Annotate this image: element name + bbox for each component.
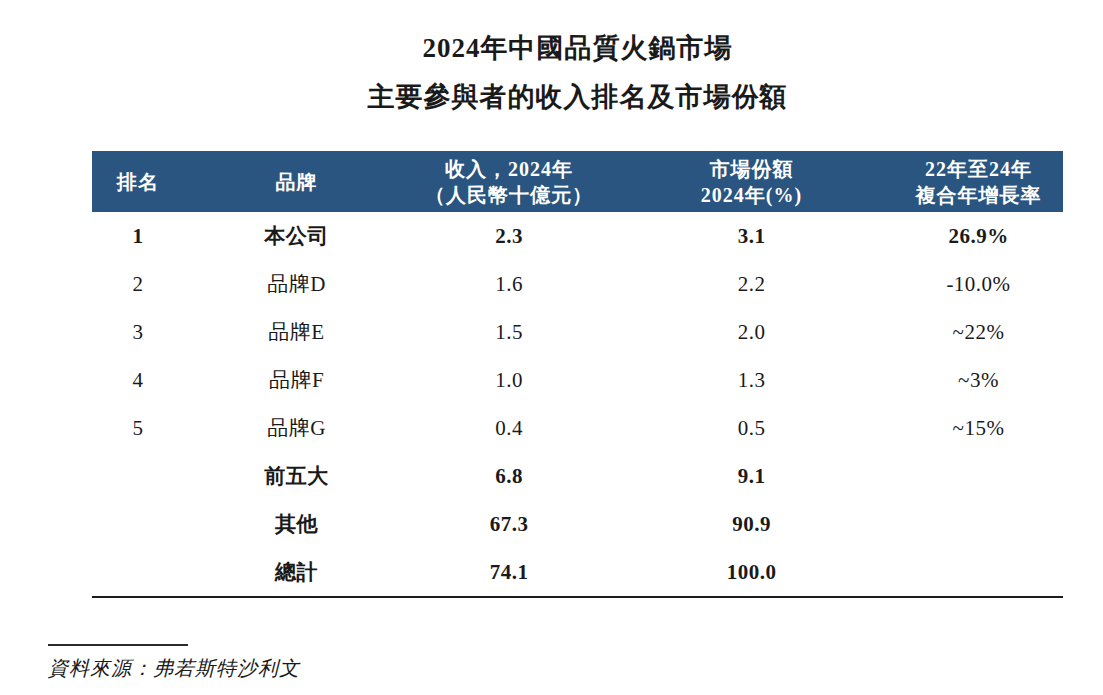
table-row-brand-d: 2 品牌D 1.6 2.2 -10.0% xyxy=(92,260,1063,308)
cell-revenue: 1.5 xyxy=(409,308,609,356)
cell-cagr: -10.0% xyxy=(894,260,1063,308)
cell-market-share: 9.1 xyxy=(609,452,894,500)
cell-cagr: ~22% xyxy=(894,308,1063,356)
cell-market-share: 2.2 xyxy=(609,260,894,308)
cell-revenue: 1.6 xyxy=(409,260,609,308)
cell-rank: 3 xyxy=(92,308,184,356)
column-header-line: 複合年增長率 xyxy=(894,182,1063,208)
cell-market-share: 90.9 xyxy=(609,500,894,548)
table-row-top-five: 前五大 6.8 9.1 xyxy=(92,452,1063,500)
cell-rank: 5 xyxy=(92,404,184,452)
cell-cagr: ~3% xyxy=(894,356,1063,404)
column-header-line: 排名 xyxy=(92,169,184,195)
cell-cagr xyxy=(894,500,1063,548)
source-note: 資料來源：弗若斯特沙利文 xyxy=(48,644,1103,682)
cell-brand: 品牌E xyxy=(184,308,409,356)
column-header-line: 22年至24年 xyxy=(894,156,1063,182)
prospectus-table-page: 2024年中國品質火鍋市場 主要參與者的收入排名及市場份額 排名 品牌 收入，2… xyxy=(0,24,1103,682)
cell-rank: 1 xyxy=(92,212,184,260)
cell-rank xyxy=(92,548,184,597)
table-header-row: 排名 品牌 收入，2024年（人民幣十億元） 市場份額2024年(%) 22年至… xyxy=(92,151,1063,212)
table-row-brand-e: 3 品牌E 1.5 2.0 ~22% xyxy=(92,308,1063,356)
column-header-line: （人民幣十億元） xyxy=(409,182,609,208)
column-header-cagr: 22年至24年複合年增長率 xyxy=(894,151,1063,212)
title-line-1: 2024年中國品質火鍋市場 xyxy=(92,24,1063,73)
column-header-market-share: 市場份額2024年(%) xyxy=(609,151,894,212)
cell-market-share: 0.5 xyxy=(609,404,894,452)
cell-revenue: 6.8 xyxy=(409,452,609,500)
cell-market-share: 2.0 xyxy=(609,308,894,356)
cell-brand: 品牌F xyxy=(184,356,409,404)
cell-rank: 2 xyxy=(92,260,184,308)
cell-rank xyxy=(92,500,184,548)
table-row-company: 1 本公司 2.3 3.1 26.9% xyxy=(92,212,1063,260)
cell-revenue: 1.0 xyxy=(409,356,609,404)
cell-revenue: 67.3 xyxy=(409,500,609,548)
cell-revenue: 0.4 xyxy=(409,404,609,452)
source-text: 資料來源：弗若斯特沙利文 xyxy=(48,655,1103,682)
cell-brand: 本公司 xyxy=(184,212,409,260)
cell-brand: 總計 xyxy=(184,548,409,597)
column-header-line: 市場份額 xyxy=(609,156,894,182)
table-row-total: 總計 74.1 100.0 xyxy=(92,548,1063,597)
cell-revenue: 74.1 xyxy=(409,548,609,597)
page-title: 2024年中國品質火鍋市場 主要參與者的收入排名及市場份額 xyxy=(92,24,1063,122)
cell-rank xyxy=(92,452,184,500)
cell-cagr: ~15% xyxy=(894,404,1063,452)
cell-brand: 前五大 xyxy=(184,452,409,500)
cell-revenue: 2.3 xyxy=(409,212,609,260)
table-row-brand-g: 5 品牌G 0.4 0.5 ~15% xyxy=(92,404,1063,452)
column-header-brand: 品牌 xyxy=(184,151,409,212)
title-line-2: 主要參與者的收入排名及市場份額 xyxy=(92,73,1063,122)
cell-brand: 品牌D xyxy=(184,260,409,308)
column-header-revenue: 收入，2024年（人民幣十億元） xyxy=(409,151,609,212)
cell-cagr xyxy=(894,452,1063,500)
cell-market-share: 3.1 xyxy=(609,212,894,260)
source-divider-line xyxy=(48,644,188,646)
cell-rank: 4 xyxy=(92,356,184,404)
table-row-others: 其他 67.3 90.9 xyxy=(92,500,1063,548)
market-ranking-table: 排名 品牌 收入，2024年（人民幣十億元） 市場份額2024年(%) 22年至… xyxy=(92,151,1063,598)
cell-market-share: 1.3 xyxy=(609,356,894,404)
column-header-rank: 排名 xyxy=(92,151,184,212)
cell-brand: 品牌G xyxy=(184,404,409,452)
table-row-brand-f: 4 品牌F 1.0 1.3 ~3% xyxy=(92,356,1063,404)
cell-market-share: 100.0 xyxy=(609,548,894,597)
column-header-line: 2024年(%) xyxy=(609,182,894,208)
cell-cagr: 26.9% xyxy=(894,212,1063,260)
cell-brand: 其他 xyxy=(184,500,409,548)
column-header-line: 品牌 xyxy=(184,169,409,195)
cell-cagr xyxy=(894,548,1063,597)
column-header-line: 收入，2024年 xyxy=(409,156,609,182)
